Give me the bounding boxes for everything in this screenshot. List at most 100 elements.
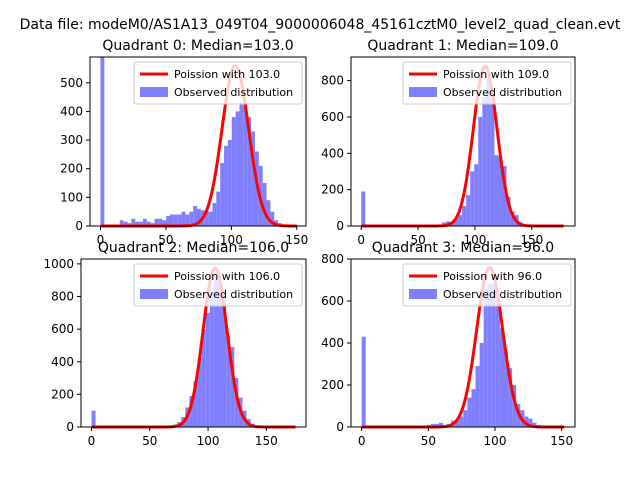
histogram-bar	[146, 221, 151, 226]
histogram-bar	[494, 155, 499, 226]
legend-bar-swatch	[140, 87, 168, 97]
y-tick-label: 0	[336, 420, 344, 434]
histogram-bar	[361, 191, 366, 226]
histogram-bar	[217, 281, 223, 427]
histogram-bar	[189, 211, 194, 226]
histogram-bar	[467, 397, 472, 427]
legend-bar-swatch	[409, 289, 437, 299]
quadrant-3-axes: 0 50 100 150 0 200 400 600 800 Quadrant 3: Median…	[321, 240, 576, 448]
histogram-bar	[208, 211, 213, 226]
quadrant-1-axes: 0 50 100 150 0 200 400 600 800 Quadrant 1: Median…	[321, 38, 576, 247]
histogram-bar	[251, 131, 255, 226]
histogram-bar	[234, 378, 239, 427]
histogram-bar	[173, 214, 178, 226]
histogram-bar	[169, 214, 174, 226]
histogram-bar	[239, 102, 244, 226]
histogram-bar	[466, 195, 471, 226]
y-tick-label: 200	[321, 378, 344, 392]
y-tick-label: 1000	[43, 257, 74, 271]
legend-fit-label: Poission with 103.0	[174, 68, 280, 81]
legend-bar-swatch	[140, 289, 168, 299]
histogram-bar	[212, 203, 217, 226]
y-tick-label: 400	[51, 355, 74, 369]
x-tick-label: 0	[357, 233, 365, 247]
histogram-bar	[361, 336, 366, 427]
histogram-bar	[131, 218, 136, 226]
legend-hist-label: Observed distribution	[443, 288, 562, 301]
axes-frame	[89, 56, 307, 227]
histogram-bar	[158, 218, 163, 226]
y-tick-label: 800	[51, 290, 74, 304]
legend-bar-swatch	[409, 87, 437, 97]
x-tick-label: 50	[158, 233, 173, 247]
histogram-bar	[430, 423, 435, 427]
histogram-bar	[247, 117, 252, 226]
y-tick-label: 200	[321, 183, 344, 197]
histogram-bar	[478, 116, 483, 226]
x-tick-label: 50	[142, 434, 157, 448]
legend-fit-label: Poission with 96.0	[443, 270, 542, 283]
axes-frame	[80, 258, 307, 428]
histogram-bar	[502, 166, 507, 226]
histogram-bar	[510, 211, 515, 226]
histogram-bar	[266, 200, 271, 226]
histogram-bar	[193, 205, 198, 226]
histogram-bar	[438, 422, 443, 427]
histogram-bar	[209, 293, 214, 427]
histogram-bar	[119, 220, 124, 226]
x-tick-label: 100	[463, 233, 486, 247]
histogram-bar	[227, 140, 232, 226]
y-tick-label: 600	[51, 322, 74, 336]
histogram-bar	[177, 214, 182, 226]
x-tick-label: 100	[220, 233, 243, 247]
histogram-bar	[91, 410, 96, 427]
histogram-bar	[490, 98, 495, 226]
y-tick-label: 800	[321, 252, 344, 266]
histogram-bar	[185, 214, 190, 226]
histogram-bar	[201, 329, 206, 427]
axes-title: Quadrant 1: Median=109.0	[367, 38, 558, 54]
histogram-bar	[162, 220, 167, 226]
histogram-bar	[458, 215, 463, 226]
x-tick-label: 50	[421, 434, 436, 448]
histogram-bar	[532, 422, 537, 427]
histogram-bar	[181, 211, 186, 226]
x-tick-label: 150	[285, 233, 308, 247]
histogram-bar	[222, 288, 227, 427]
histogram-bar	[193, 381, 198, 427]
x-tick-label: 150	[255, 434, 278, 448]
histogram-bar	[499, 328, 504, 427]
y-tick-label: 200	[60, 162, 83, 176]
histogram-bar	[475, 366, 480, 427]
legend-box	[402, 263, 572, 307]
histogram-bar	[463, 410, 468, 427]
histogram-bar	[504, 351, 509, 427]
histogram-bar	[454, 218, 459, 226]
quadrant-2-axes: 0 50 100 150 0 200 400 600 800 1000 Quadrant 2: Me…	[43, 240, 307, 448]
x-tick-label: 0	[358, 434, 366, 448]
x-tick-label: 0	[97, 233, 105, 247]
histogram-bar	[495, 296, 500, 427]
histogram-bar	[483, 288, 488, 427]
x-tick-label: 150	[550, 434, 573, 448]
histogram-bar	[224, 145, 228, 226]
histogram-bar	[230, 347, 235, 427]
histogram-bar	[491, 284, 496, 427]
legend-box	[133, 61, 303, 105]
y-tick-label: 600	[321, 294, 344, 308]
histogram-bar	[226, 335, 231, 427]
histogram-bar	[139, 221, 143, 226]
histogram-bar	[100, 57, 105, 226]
x-tick-label: 150	[520, 233, 543, 247]
histogram-bar	[213, 280, 218, 427]
x-tick-label: 50	[410, 233, 425, 247]
y-tick-label: 300	[60, 133, 83, 147]
histogram-bar	[455, 419, 460, 427]
legend-box	[133, 263, 303, 307]
quadrant-0-axes: 0 50 100 150 0 100 200 300 400 500 Quadrant 0: Med…	[60, 38, 308, 247]
histogram-bar	[482, 96, 487, 227]
histogram-bar	[479, 343, 484, 427]
histogram-bar	[154, 218, 159, 226]
histogram-bar	[235, 111, 240, 226]
